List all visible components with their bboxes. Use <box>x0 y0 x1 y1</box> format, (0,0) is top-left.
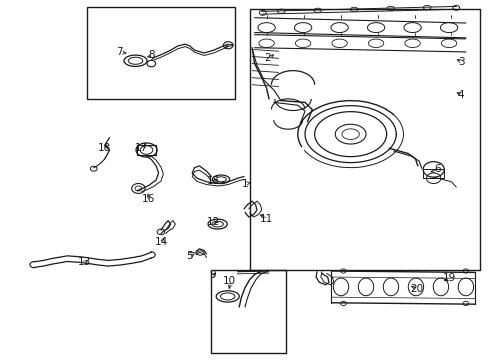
Text: 15: 15 <box>207 176 220 186</box>
Text: 5: 5 <box>187 251 193 261</box>
Text: 7: 7 <box>116 47 122 57</box>
Text: 9: 9 <box>209 270 216 280</box>
Text: 12: 12 <box>207 217 220 227</box>
Text: 13: 13 <box>77 257 91 267</box>
Text: 3: 3 <box>458 57 465 67</box>
Text: 14: 14 <box>154 237 168 247</box>
Text: 18: 18 <box>98 143 111 153</box>
Text: 10: 10 <box>222 275 236 285</box>
Text: 1: 1 <box>242 179 248 189</box>
Text: 8: 8 <box>148 50 155 60</box>
Text: 6: 6 <box>434 165 441 174</box>
Text: 2: 2 <box>265 53 271 63</box>
Text: 19: 19 <box>442 273 456 283</box>
Text: 4: 4 <box>458 90 465 100</box>
Text: 20: 20 <box>410 284 423 294</box>
Text: 17: 17 <box>135 143 148 153</box>
Text: 16: 16 <box>142 194 155 204</box>
Text: 11: 11 <box>260 214 273 224</box>
